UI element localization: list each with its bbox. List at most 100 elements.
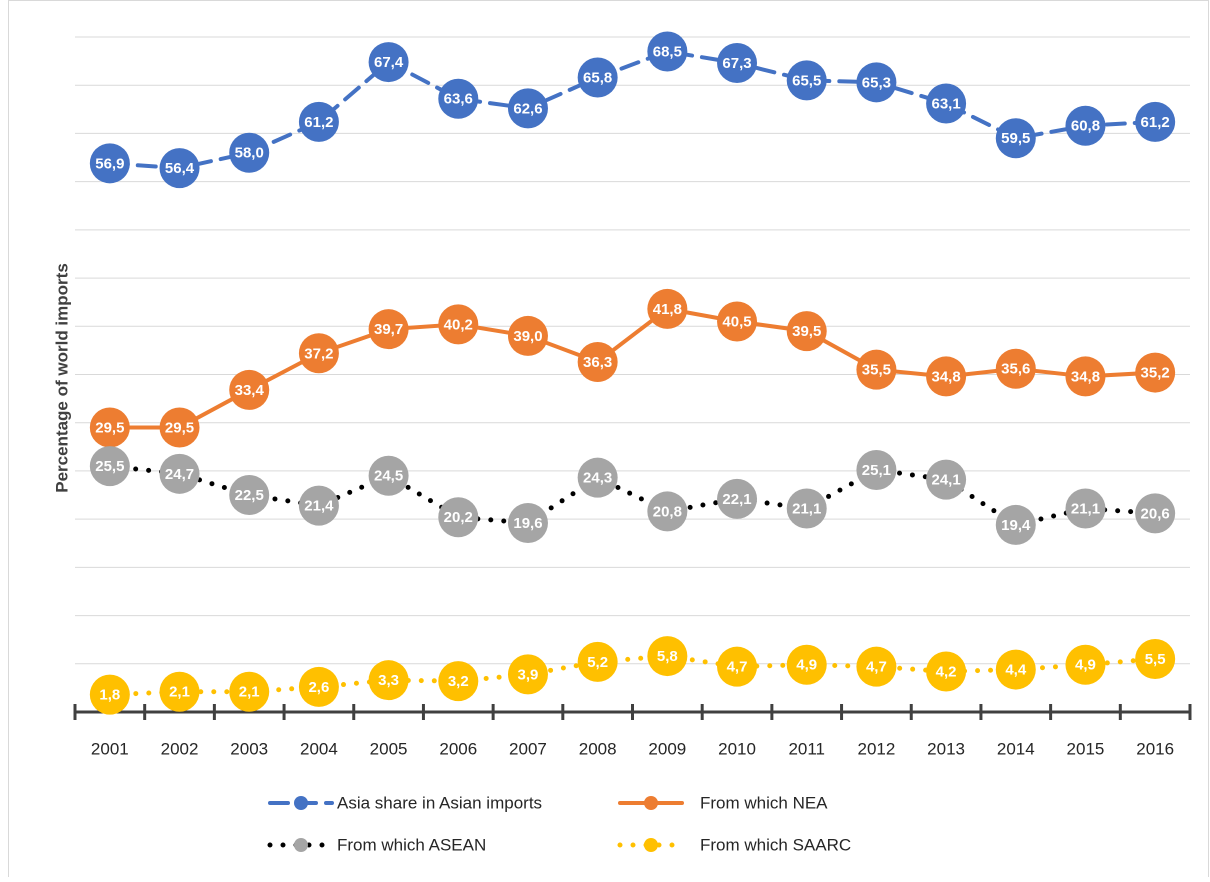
data-point [438, 78, 479, 119]
data-point [507, 88, 548, 129]
data-label: 39,7 [374, 321, 403, 338]
data-label: 39,0 [513, 328, 542, 345]
data-label: 29,5 [165, 420, 194, 437]
data-label: 58,0 [235, 145, 264, 162]
data-label: 35,2 [1141, 365, 1170, 382]
data-label: 20,6 [1141, 505, 1170, 522]
x-tick-label: 2016 [1136, 739, 1174, 758]
data-point [229, 475, 270, 516]
data-label: 33,4 [235, 382, 265, 399]
data-label: 4,9 [796, 657, 817, 674]
data-label: 21,1 [1071, 501, 1100, 518]
data-label: 40,2 [444, 316, 473, 333]
legend-label: Asia share in Asian imports [337, 793, 542, 812]
data-label: 61,2 [1141, 114, 1170, 131]
data-label: 37,2 [304, 345, 333, 362]
data-point [229, 132, 270, 173]
data-point [717, 43, 758, 84]
data-point [926, 83, 967, 124]
data-label: 65,5 [792, 72, 821, 89]
data-label: 5,8 [657, 648, 678, 665]
data-point [1135, 493, 1176, 534]
legend-item: From which ASEAN [267, 835, 486, 854]
data-point [159, 453, 200, 494]
data-point [438, 304, 479, 345]
data-label: 34,8 [1071, 368, 1100, 385]
data-label: 4,7 [866, 659, 887, 676]
y-axis-label: Percentage of world imports [52, 263, 71, 493]
x-tick-label: 2012 [857, 739, 895, 758]
x-tick-label: 2007 [509, 739, 547, 758]
data-point [368, 42, 409, 83]
data-point [89, 407, 130, 448]
data-label: 3,9 [518, 666, 539, 683]
data-label: 19,4 [1001, 517, 1031, 534]
data-point [856, 62, 897, 103]
data-label: 4,9 [1075, 657, 1096, 674]
data-point [368, 309, 409, 350]
data-point [159, 407, 200, 448]
data-point [926, 356, 967, 397]
data-point [368, 455, 409, 496]
data-point [786, 60, 827, 101]
data-label: 40,5 [722, 313, 751, 330]
data-label: 19,6 [513, 515, 542, 532]
data-label: 4,2 [936, 663, 957, 680]
data-label: 1,8 [99, 687, 120, 704]
data-point [1065, 488, 1106, 529]
data-label: 21,1 [792, 501, 821, 518]
data-label: 67,3 [722, 55, 751, 72]
data-point [786, 488, 827, 529]
data-label: 2,1 [239, 684, 260, 701]
data-point [89, 446, 130, 487]
data-label: 59,5 [1001, 130, 1030, 147]
data-point [995, 118, 1036, 159]
data-label: 67,4 [374, 54, 404, 71]
x-tick-label: 2011 [788, 739, 825, 758]
data-point [298, 333, 339, 374]
data-label: 65,3 [862, 74, 891, 91]
data-label: 24,7 [165, 466, 194, 483]
data-point [298, 101, 339, 142]
series-line [107, 306, 1158, 430]
data-label: 4,4 [1005, 662, 1027, 679]
legend-item: From which NEA [618, 793, 828, 812]
data-label: 68,5 [653, 43, 682, 60]
data-label: 21,4 [304, 498, 334, 515]
legend-item: From which SAARC [617, 835, 851, 854]
data-point [229, 671, 270, 712]
data-point [717, 646, 758, 687]
legend-marker [294, 796, 308, 810]
data-label: 39,5 [792, 323, 821, 340]
data-label: 24,5 [374, 468, 403, 485]
data-label: 36,3 [583, 354, 612, 371]
legend-marker [644, 838, 658, 852]
data-label: 56,4 [165, 160, 195, 177]
data-label: 35,6 [1001, 361, 1030, 378]
data-point [786, 644, 827, 685]
x-tick-label: 2014 [997, 739, 1035, 758]
x-tick-label: 2008 [579, 739, 617, 758]
data-label: 63,1 [931, 96, 960, 113]
data-point [926, 459, 967, 500]
data-point [298, 666, 339, 707]
data-point [507, 503, 548, 543]
data-point [577, 641, 618, 682]
x-tick-label: 2006 [439, 739, 477, 758]
data-label: 60,8 [1071, 118, 1100, 135]
data-point [1065, 105, 1106, 146]
data-label: 5,5 [1145, 651, 1166, 668]
data-label: 29,5 [95, 420, 124, 437]
data-label: 25,1 [862, 462, 891, 479]
data-point [995, 649, 1036, 690]
data-point [229, 369, 270, 410]
data-label: 3,2 [448, 673, 469, 690]
data-label: 35,5 [862, 362, 891, 379]
x-tick-label: 2002 [161, 739, 199, 758]
x-tick-label: 2009 [648, 739, 686, 758]
data-point [647, 636, 688, 677]
legend-marker [294, 838, 308, 852]
data-point [647, 288, 688, 329]
data-point [89, 674, 130, 715]
data-label: 61,2 [304, 114, 333, 131]
